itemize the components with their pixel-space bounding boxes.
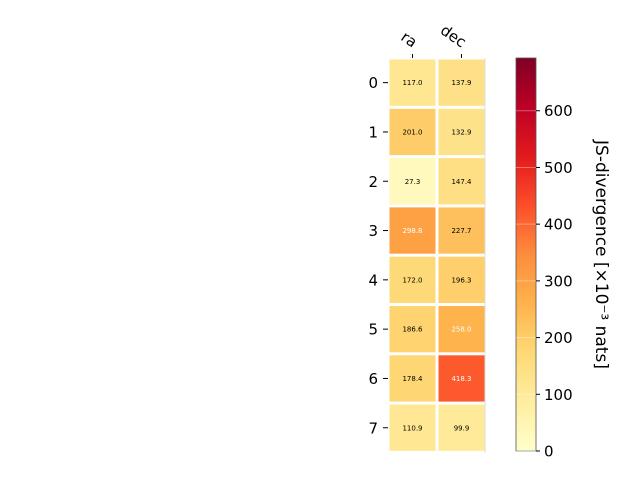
colorbar: 0 100 200 300 400 500 600 JS-divergence [×10⁻³ … [515, 57, 611, 461]
heatmap-cell [389, 404, 436, 451]
column-label: ra [398, 28, 421, 52]
colorbar-tick-label: 100 [544, 386, 573, 404]
column-label: dec [437, 21, 469, 51]
heatmap-cell-label: 196.3 [451, 276, 471, 284]
heatmap-cell [438, 404, 485, 451]
heatmap-cell-label: 137.9 [451, 79, 471, 87]
row-label: 3 [368, 222, 378, 240]
heatmap-cell [389, 207, 436, 254]
heatmap-cell-label: 27.3 [405, 178, 421, 186]
heatmap-cell-label: 178.4 [402, 375, 423, 383]
row-label: 0 [368, 74, 378, 92]
heatmap-cells: 117.0 137.9 201.0 132.9 27.3 147.4 298.8 227.7 1… [388, 58, 486, 453]
colorbar-tick-label: 0 [544, 443, 554, 461]
heatmap-cell [438, 207, 485, 254]
heatmap-cell [389, 108, 436, 156]
heatmap-cell [389, 158, 436, 205]
heatmap-cell [438, 306, 485, 353]
row-label: 7 [368, 419, 378, 437]
heatmap-cell-label: 172.0 [402, 276, 422, 284]
heatmap-cell-label: 117.0 [402, 79, 422, 87]
heatmap-cell-label: 147.4 [451, 178, 472, 186]
colorbar-tick-label: 300 [544, 272, 573, 290]
heatmap-cell-label: 227.7 [451, 227, 471, 235]
heatmap-cell [438, 59, 485, 106]
heatmap-cell-label: 418.3 [451, 375, 471, 383]
colorbar-label: JS-divergence [×10⁻³ nats] [591, 139, 611, 369]
heatmap-cell-label: 99.9 [454, 424, 470, 432]
heatmap-cell-label: 186.6 [402, 326, 423, 334]
heatmap-cell [438, 158, 485, 205]
heatmap-cell-label: 201.0 [402, 128, 422, 136]
heatmap-cell-label: 298.8 [402, 227, 422, 235]
colorbar-tick-label: 400 [544, 216, 573, 234]
row-label: 5 [368, 321, 378, 339]
row-label: 2 [368, 173, 378, 191]
row-label: 4 [368, 271, 378, 289]
colorbar-tick-label: 500 [544, 159, 573, 177]
heatmap-cell [389, 256, 436, 303]
heatmap-cell-label: 110.9 [402, 424, 422, 432]
colorbar-tick-label: 600 [544, 102, 573, 120]
heatmap-cell [438, 355, 485, 402]
row-label: 6 [368, 370, 378, 388]
heatmap-cell [389, 306, 436, 353]
colorbar-gradient [515, 57, 537, 452]
heatmap-cell-label: 258.0 [451, 326, 471, 334]
row-label: 1 [368, 123, 378, 141]
heatmap-cell [389, 59, 436, 106]
heatmap-cell [438, 256, 485, 303]
heatmap-cell [438, 108, 485, 156]
colorbar-tick-label: 200 [544, 329, 573, 347]
heatmap-cell-label: 132.9 [451, 128, 471, 136]
heatmap-cell [389, 355, 436, 402]
